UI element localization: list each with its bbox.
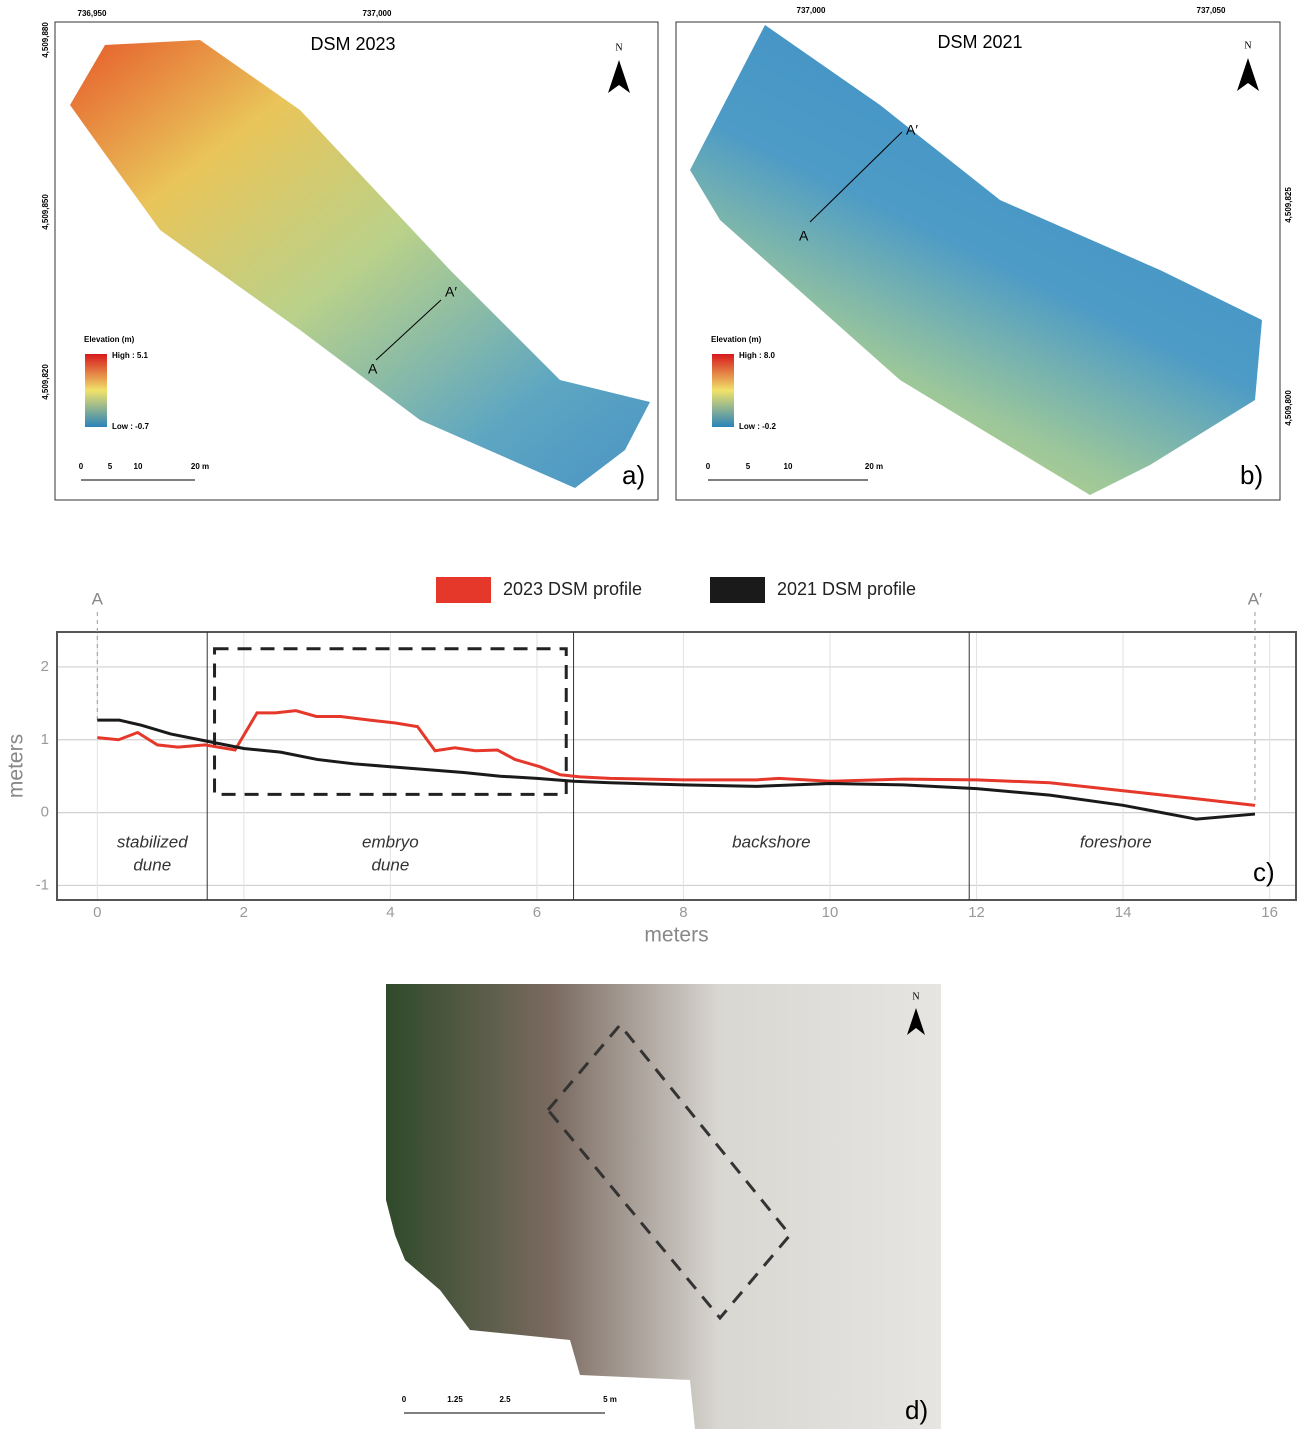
series-line [97, 720, 1255, 819]
legend-label: 2023 DSM profile [503, 579, 642, 599]
easting: 737,000 [797, 6, 826, 15]
scale-label: 10 [784, 462, 793, 471]
x-tick-label: 16 [1261, 904, 1278, 921]
x-tick-label: 14 [1115, 904, 1132, 921]
x-axis-title: meters [644, 924, 708, 947]
map-b: 737,000 737,050 4,509,825 4,509,800 DSM … [676, 6, 1293, 500]
y-tick-label: 2 [41, 658, 49, 675]
legend-ramp [85, 354, 107, 427]
map-title: DSM 2023 [310, 34, 395, 54]
panel-label: b) [1240, 460, 1263, 490]
y-axis-title: meters [5, 734, 28, 798]
x-tick-label: 6 [533, 904, 541, 921]
legend-high: High : 8.0 [739, 351, 776, 360]
zone-label: foreshore [1080, 832, 1152, 851]
figure: 736,950 737,000 4,509,880 4,509,850 4,50… [0, 0, 1299, 1429]
legend-swatch [710, 577, 765, 603]
panel-label: d) [905, 1395, 928, 1425]
legend-high: High : 5.1 [112, 351, 149, 360]
profile-end: A′ [445, 284, 457, 300]
dsm-2023 [70, 40, 650, 488]
map-a: 736,950 737,000 4,509,880 4,509,850 4,50… [41, 9, 658, 500]
x-tick-label: 4 [386, 904, 394, 921]
photo-d: N 0 1.25 2.5 5 m d) [386, 984, 941, 1429]
zone-label: dune [133, 855, 171, 874]
scale-label: 0 [402, 1395, 407, 1404]
scale-label: 5 [746, 462, 751, 471]
profile-end-label: A′ [1248, 589, 1263, 608]
scale-label: 10 [134, 462, 143, 471]
x-tick-label: 12 [968, 904, 985, 921]
easting: 736,950 [78, 9, 107, 18]
northing: 4,509,850 [41, 194, 50, 230]
plot-frame [57, 632, 1296, 900]
x-tick-label: 0 [93, 904, 101, 921]
zone-label: embryo [362, 832, 419, 851]
panel-label: a) [622, 460, 645, 490]
north-arrow [1237, 58, 1259, 91]
scale-label: 2.5 [499, 1395, 511, 1404]
x-tick-label: 10 [822, 904, 839, 921]
x-tick-label: 8 [679, 904, 687, 921]
y-tick-label: -1 [36, 876, 49, 893]
orthophoto [386, 984, 941, 1429]
northing: 4,509,820 [41, 364, 50, 400]
northing: 4,509,880 [41, 22, 50, 58]
northing: 4,509,825 [1284, 187, 1293, 223]
profile-start-label: A [92, 589, 104, 608]
legend-low: Low : -0.7 [112, 422, 149, 431]
north-label: N [912, 991, 919, 1002]
panel-label: c) [1253, 857, 1275, 887]
northing: 4,509,800 [1284, 390, 1293, 426]
series-line [97, 711, 1255, 806]
legend-title: Elevation (m) [711, 335, 762, 344]
scale-label: 1.25 [447, 1395, 463, 1404]
map-title: DSM 2021 [937, 32, 1022, 52]
x-tick-label: 2 [240, 904, 248, 921]
scale-label: 5 [108, 462, 113, 471]
profile-end: A′ [906, 122, 918, 138]
legend-title: Elevation (m) [84, 335, 135, 344]
scale-label: 20 m [191, 462, 209, 471]
north-label: N [615, 42, 622, 53]
y-tick-label: 1 [41, 731, 49, 748]
zone-label: stabilized [117, 832, 188, 851]
legend-label: 2021 DSM profile [777, 579, 916, 599]
easting: 737,050 [1197, 6, 1226, 15]
profile-start: A [368, 361, 378, 377]
zone-label: dune [371, 855, 409, 874]
legend-swatch [436, 577, 491, 603]
legend-low: Low : -0.2 [739, 422, 776, 431]
scale-label: 0 [706, 462, 711, 471]
scale-label: 0 [79, 462, 84, 471]
north-arrow [608, 60, 630, 93]
easting: 737,000 [363, 9, 392, 18]
scale-label: 20 m [865, 462, 883, 471]
profile-start: A [799, 228, 809, 244]
north-label: N [1244, 40, 1251, 51]
legend-ramp [712, 354, 734, 427]
scale-label: 5 m [603, 1395, 617, 1404]
y-tick-label: 0 [41, 804, 49, 821]
zone-label: backshore [732, 832, 810, 851]
